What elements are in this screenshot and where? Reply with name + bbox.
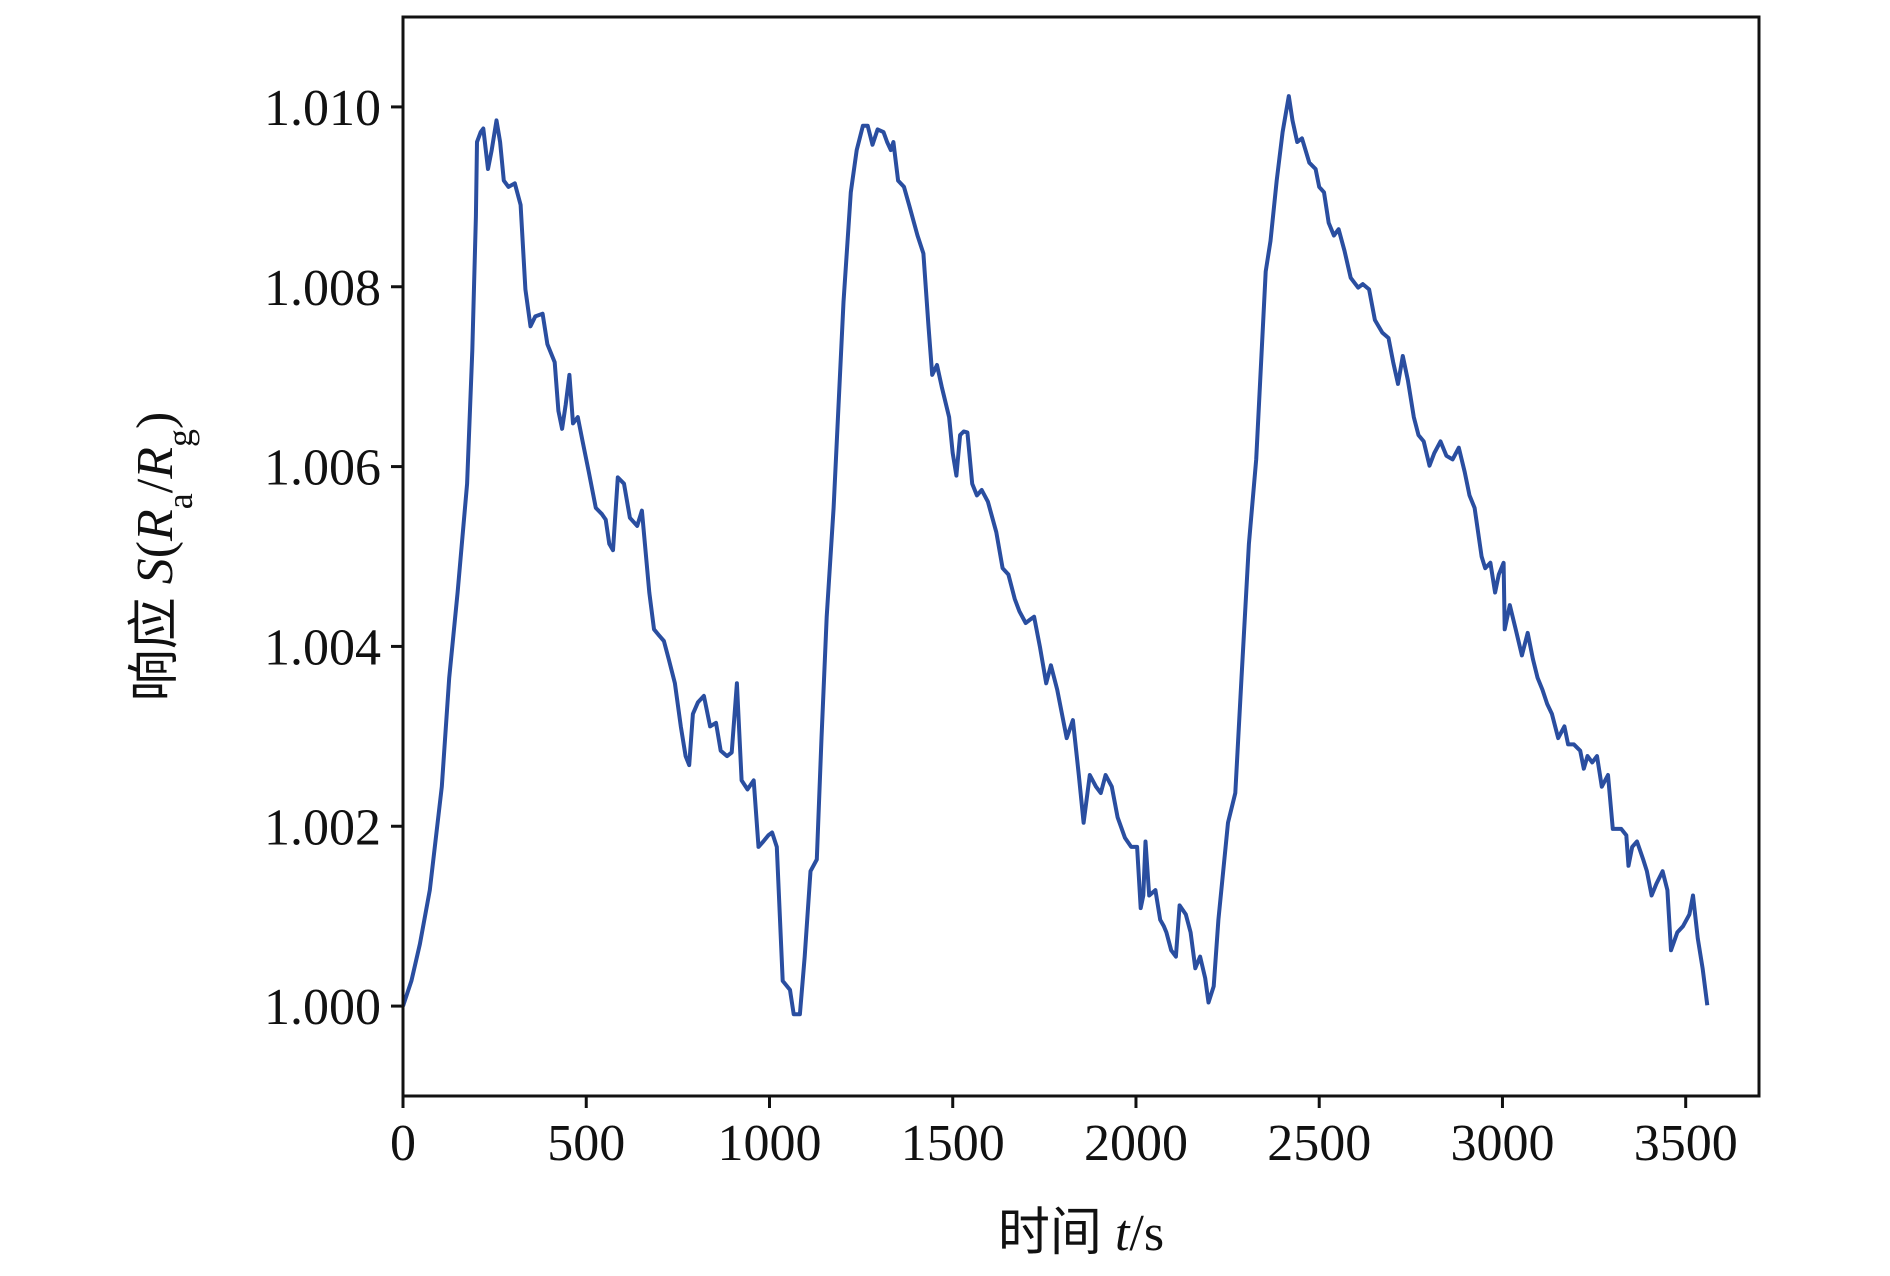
y-tick-label: 1.010 bbox=[264, 80, 381, 137]
x-axis-label: 时间 t/s bbox=[998, 1205, 1164, 1262]
label-part: a bbox=[160, 493, 200, 509]
label-part: ( bbox=[127, 541, 184, 558]
x-tick-label: 0 bbox=[390, 1115, 416, 1172]
y-tick-label: 1.008 bbox=[264, 260, 381, 317]
y-axis-label: 响应 S(Ra/Rg) bbox=[127, 412, 200, 702]
y-tick-label: 1.004 bbox=[264, 619, 381, 676]
label-part: R bbox=[127, 447, 184, 480]
label-part: /s bbox=[1129, 1205, 1164, 1262]
plot-frame bbox=[401, 15, 1761, 1098]
label-part: R bbox=[127, 509, 184, 542]
y-tick-label: 1.002 bbox=[264, 799, 381, 856]
label-part: / bbox=[127, 478, 184, 493]
x-tick-label: 500 bbox=[547, 1115, 625, 1172]
label-part: g bbox=[160, 429, 200, 447]
label-part: S bbox=[127, 558, 184, 584]
label-part: 响应 bbox=[127, 584, 184, 701]
y-tick-label: 1.000 bbox=[264, 979, 381, 1036]
x-tick-label: 1500 bbox=[901, 1115, 1005, 1172]
x-tick-label: 2500 bbox=[1267, 1115, 1371, 1172]
label-part: t bbox=[1115, 1205, 1131, 1262]
data-line bbox=[401, 94, 1710, 1017]
x-tick-label: 1000 bbox=[717, 1115, 821, 1172]
y-tick-label: 1.006 bbox=[264, 440, 381, 497]
label-part: 时间 bbox=[998, 1205, 1115, 1262]
label-part: ) bbox=[127, 412, 184, 429]
x-tick-label: 2000 bbox=[1084, 1115, 1188, 1172]
x-tick-label: 3500 bbox=[1634, 1115, 1738, 1172]
x-tick-label: 3000 bbox=[1450, 1115, 1554, 1172]
